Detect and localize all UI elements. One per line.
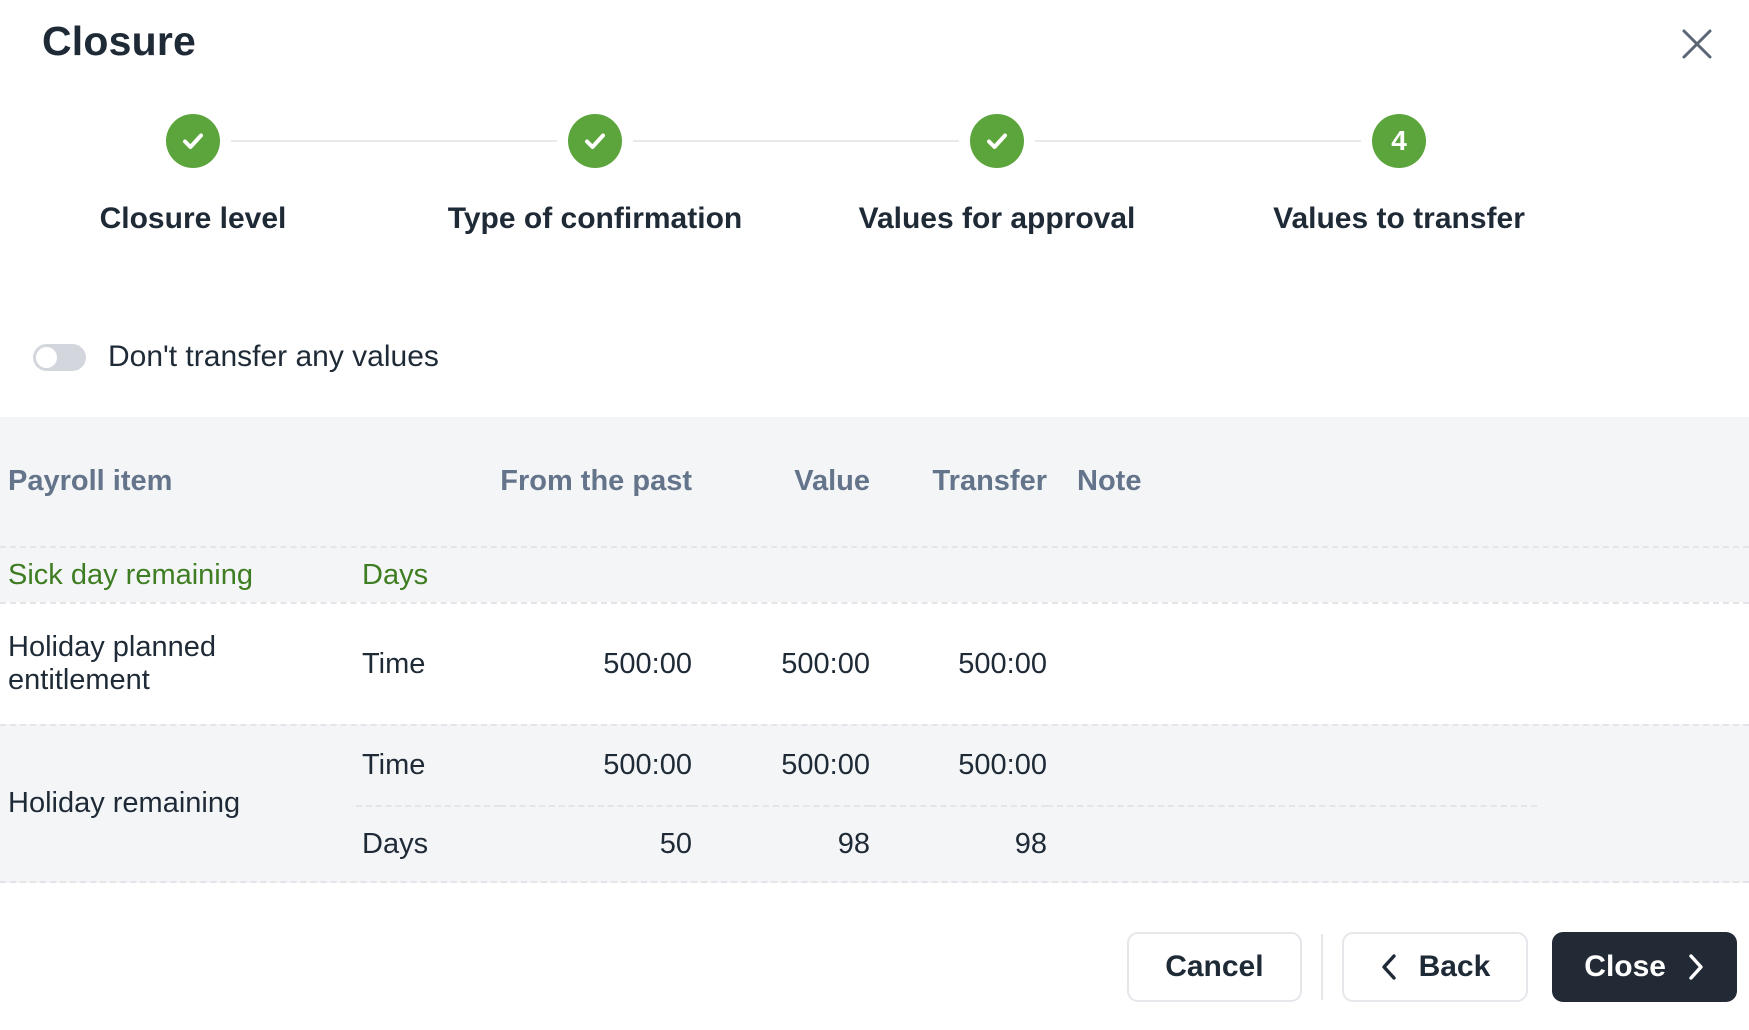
payroll-item-cell: Holiday planned entitlement xyxy=(8,631,216,696)
footer-actions: Cancel Back Close xyxy=(1127,932,1737,1002)
value-cell xyxy=(692,548,870,602)
table-row: Holiday remaining Time 500:00 500:00 500:00 D… xyxy=(0,724,1749,883)
payroll-item-cell: Sick day remaining xyxy=(8,558,253,591)
step-label: Values to transfer xyxy=(1273,202,1525,235)
column-header-transfer: Transfer xyxy=(932,465,1047,497)
step-4-number-circle[interactable]: 4 xyxy=(1372,114,1426,168)
step-values-for-approval: Values for approval xyxy=(827,114,1167,236)
from-the-past-cell: 500:00 xyxy=(603,749,692,781)
from-the-past-cell: 500:00 xyxy=(603,647,692,680)
table-body: Sick day remaining Days Holiday planned en… xyxy=(0,546,1749,883)
column-header-note: Note xyxy=(1077,465,1142,497)
table-row: Sick day remaining Days xyxy=(0,546,1749,602)
close-button-label: Close xyxy=(1584,950,1666,983)
close-button[interactable]: Close xyxy=(1552,932,1737,1002)
unit-cell: Days xyxy=(356,805,500,881)
step-number: 4 xyxy=(1391,125,1407,156)
value-cell: 98 xyxy=(692,805,870,881)
note-cell xyxy=(1047,726,1537,805)
cancel-button[interactable]: Cancel xyxy=(1127,932,1302,1002)
column-header-value: Value xyxy=(794,465,870,497)
chevron-right-icon xyxy=(1689,954,1703,980)
check-icon xyxy=(183,133,203,149)
column-header-payroll-item: Payroll item xyxy=(8,465,173,497)
values-transfer-table: Payroll item From the past Value Transfe… xyxy=(0,417,1749,883)
transfer-cell: 98 xyxy=(870,805,1047,881)
close-icon[interactable] xyxy=(1675,22,1719,66)
step-values-to-transfer: 4 Values to transfer xyxy=(1229,114,1569,236)
step-connector xyxy=(231,140,557,142)
unit-cell: Days xyxy=(362,558,429,591)
page-title: Closure xyxy=(42,18,197,64)
step-3-check-circle[interactable] xyxy=(970,114,1024,168)
column-header-from-the-past: From the past xyxy=(500,465,692,497)
payroll-item-cell: Holiday remaining xyxy=(8,787,241,819)
step-connector xyxy=(633,140,959,142)
from-the-past-cell: 50 xyxy=(500,805,692,881)
transfer-cell: 500:00 xyxy=(958,749,1047,781)
toggle-knob xyxy=(36,346,57,368)
note-cell xyxy=(1047,604,1537,724)
chevron-left-icon xyxy=(1381,954,1396,980)
step-label: Closure level xyxy=(99,202,287,235)
check-icon xyxy=(987,133,1007,149)
wizard-stepper: Closure level Type of confirmation Value… xyxy=(0,0,1749,240)
from-the-past-cell xyxy=(500,548,692,602)
step-1-check-circle[interactable] xyxy=(166,114,220,168)
step-label: Type of confirmation xyxy=(447,202,743,235)
dont-transfer-toggle-row: Don't transfer any values xyxy=(33,340,439,374)
step-closure-level: Closure level xyxy=(23,114,363,236)
value-cell: 500:00 xyxy=(781,647,870,680)
dont-transfer-toggle[interactable] xyxy=(33,343,86,371)
step-2-check-circle[interactable] xyxy=(568,114,622,168)
value-cell: 500:00 xyxy=(781,749,870,781)
note-cell xyxy=(1047,805,1537,881)
back-button[interactable]: Back xyxy=(1341,932,1529,1002)
back-button-label: Back xyxy=(1418,950,1491,983)
toggle-label: Don't transfer any values xyxy=(108,340,439,373)
unit-cell: Time xyxy=(362,749,426,781)
transfer-cell: 500:00 xyxy=(958,647,1047,680)
transfer-cell xyxy=(870,548,1047,602)
check-icon xyxy=(585,133,605,149)
step-connector xyxy=(1035,140,1361,142)
step-type-of-confirmation: Type of confirmation xyxy=(425,114,765,236)
table-header-row: Payroll item From the past Value Transfe… xyxy=(0,417,1749,546)
footer-divider xyxy=(1320,934,1323,1000)
note-cell xyxy=(1047,548,1537,602)
step-label: Values for approval xyxy=(858,202,1136,235)
table-row: Holiday planned entitlement Time 500:00 500… xyxy=(0,602,1749,724)
unit-cell: Time xyxy=(362,647,426,680)
